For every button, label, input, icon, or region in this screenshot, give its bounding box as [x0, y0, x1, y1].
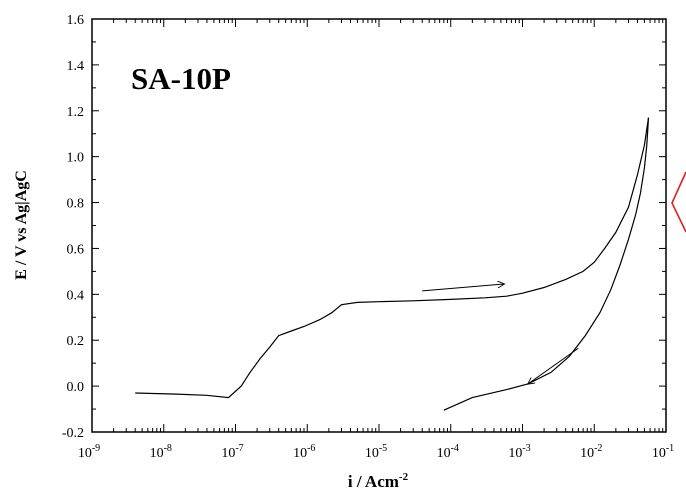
- y-tick-label: 0.6: [67, 242, 85, 257]
- y-tick-label: 1.4: [67, 59, 85, 74]
- x-tick-exponent: -6: [307, 443, 315, 454]
- x-tick-label: 10-8: [150, 443, 172, 461]
- x-tick-exponent: -3: [522, 443, 530, 454]
- y-tick-label: 1.6: [67, 13, 85, 28]
- x-tick-base: 10: [580, 446, 594, 461]
- x-tick-label: 10-9: [78, 443, 100, 461]
- x-tick-base: 10: [221, 446, 235, 461]
- x-tick-exponent: -9: [92, 443, 100, 454]
- y-tick-label: -0.2: [62, 426, 84, 441]
- x-tick-label: 10-2: [580, 443, 602, 461]
- red-edge-marker: [671, 171, 686, 233]
- x-tick-label: 10-4: [437, 443, 459, 461]
- y-tick-label: 1.0: [67, 151, 85, 166]
- x-tick-label: 10-1: [652, 443, 674, 461]
- x-tick-exponent: -5: [379, 443, 387, 454]
- x-tick-label: 10-6: [293, 443, 315, 461]
- x-tick-label: 10-7: [221, 443, 243, 461]
- x-tick-exponent: -8: [164, 443, 172, 454]
- direction-arrow: [422, 284, 504, 292]
- direction-arrow: [528, 347, 579, 384]
- x-tick-base: 10: [150, 446, 164, 461]
- x-tick-exponent: -7: [235, 443, 243, 454]
- x-tick-exponent: -2: [594, 443, 602, 454]
- y-tick-label: 0.8: [67, 197, 85, 212]
- x-axis-ticks: 10-9 10-8 10-7 10-6 10-5 10-4 10-3 10-2 10-1: [78, 19, 674, 461]
- x-axis-label: i / Acm-2: [348, 471, 409, 491]
- x-tick-exponent: -4: [451, 443, 459, 454]
- x-tick-base: 10: [293, 446, 307, 461]
- y-axis-label: E / V vs Ag|AgC: [13, 170, 30, 280]
- title-background: [127, 55, 277, 101]
- x-tick-base: 10: [508, 446, 522, 461]
- data-series: [135, 117, 650, 411]
- y-tick-label: 1.2: [67, 105, 85, 120]
- x-axis-label-main: i / Acm: [348, 472, 399, 491]
- x-tick-base: 10: [437, 446, 451, 461]
- curve-forward: [135, 117, 650, 399]
- x-tick-base: 10: [78, 446, 92, 461]
- x-axis-label-exponent: -2: [399, 471, 409, 483]
- y-tick-label: 0.0: [67, 380, 85, 395]
- x-tick-label: 10-5: [365, 443, 387, 461]
- x-tick-exponent: -1: [666, 443, 674, 454]
- chart-title: SA-10P: [131, 61, 231, 96]
- x-tick-base: 10: [365, 446, 379, 461]
- y-tick-label: 0.4: [67, 288, 85, 303]
- x-tick-base: 10: [652, 446, 666, 461]
- x-tick-label: 10-3: [508, 443, 530, 461]
- y-axis-ticks: -0.2 0.0 0.2 0.4 0.6 0.8 1.0 1.2 1.4 1.6: [62, 13, 666, 441]
- y-tick-label: 0.2: [67, 334, 85, 349]
- curve-reverse: [443, 117, 650, 411]
- direction-arrows: [422, 284, 579, 384]
